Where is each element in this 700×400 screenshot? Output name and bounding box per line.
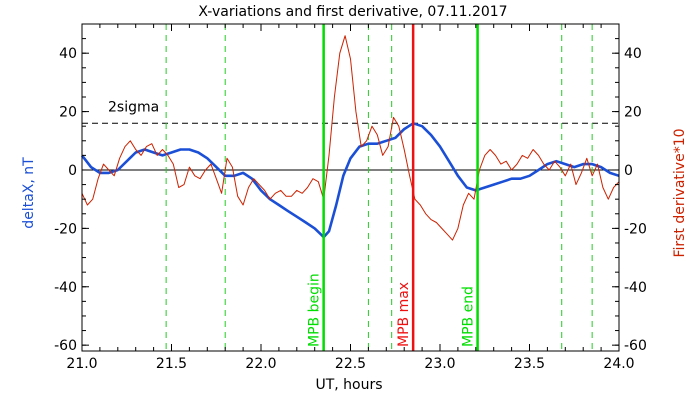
series-line-deltax [80, 122, 620, 239]
x-tick-label: 21.5 [156, 356, 187, 372]
y-tick-label-right: -40 [624, 280, 647, 296]
x-tick-label: 22.5 [335, 356, 366, 372]
y-tick-label-left: -60 [54, 338, 77, 354]
x-tick-label: 24.0 [603, 356, 634, 372]
event-marker-label: MPB end [461, 286, 477, 347]
event-marker-label: MPB begin [307, 273, 323, 347]
chart-title: X-variations and first derivative, 07.11… [198, 4, 507, 20]
guide-lines: 2sigma [82, 24, 619, 351]
y-tick-label-right: -20 [624, 221, 647, 237]
x-tick-label: 21.0 [66, 356, 97, 372]
series-lines [80, 35, 620, 241]
y-tick-label-left: -40 [54, 280, 77, 296]
y-tick-label-right: 20 [624, 105, 642, 121]
plot-area: 2sigma MPB begin MPB max MPB end 21.0 21.5 2… [54, 23, 647, 372]
x-tick-label: 23.5 [514, 356, 545, 372]
plot-frame [81, 23, 620, 352]
sigma-label: 2sigma [108, 99, 159, 115]
y-tick-label-left: 20 [59, 105, 77, 121]
y-axis-label-right: First derivative*10 [672, 128, 688, 257]
y-tick-label-left: -20 [54, 221, 77, 237]
x-tick-label: 22.0 [245, 356, 276, 372]
event-markers: MPB begin MPB max MPB end [307, 24, 479, 351]
series-line-derivative [81, 35, 620, 241]
axis-ticks: 21.0 21.5 22.0 22.5 23.0 23.5 24.0 -60 -60 -40 -40… [54, 24, 647, 372]
x-tick-label: 23.0 [424, 356, 455, 372]
y-tick-label-right: 40 [624, 46, 642, 62]
y-tick-label-left: 0 [68, 163, 77, 179]
x-axis-label: UT, hours [315, 377, 382, 393]
y-tick-label-left: 40 [59, 46, 77, 62]
y-tick-label-right: -60 [624, 338, 647, 354]
event-marker-label: MPB max [396, 282, 412, 347]
y-axis-label-left: deltaX, nT [21, 157, 37, 229]
y-tick-label-right: 0 [624, 163, 633, 179]
